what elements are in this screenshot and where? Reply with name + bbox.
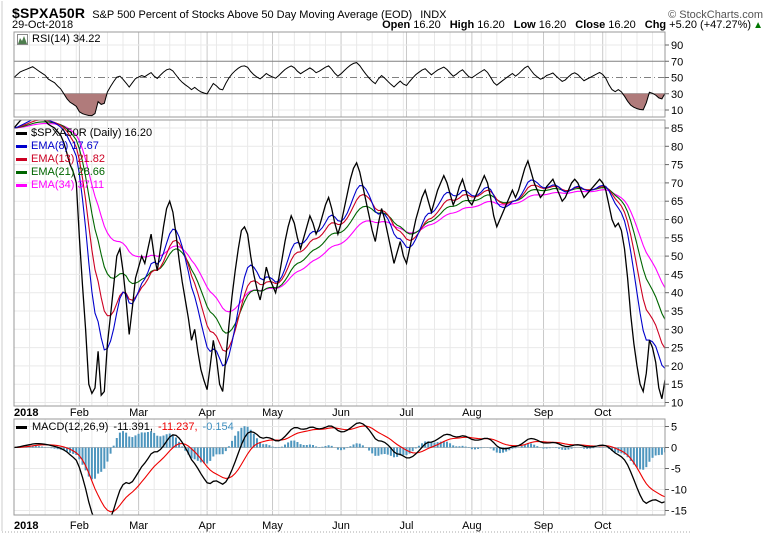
macd-hist-value: -0.154 (202, 421, 234, 433)
main-y-tick-label: 15 (671, 379, 683, 391)
rsi-y-tick-label: 10 (671, 105, 683, 117)
open-value: Open 16.20 (382, 19, 441, 31)
x-axis-month-label: Sep (534, 407, 554, 419)
main-y-tick-label: 75 (671, 160, 683, 172)
macd-y-tick-label: -10 (671, 485, 687, 497)
high-value: High 16.20 (449, 19, 505, 31)
x-axis-month-label: May (262, 407, 283, 419)
rsi-y-tick-label: 30 (671, 89, 683, 101)
chart-title: S&P 500 Percent of Stocks Above 50 Day M… (92, 9, 413, 21)
main-y-tick-label: 60 (671, 215, 683, 227)
rsi-line (14, 62, 665, 117)
legend-label: EMA(13) 21.82 (31, 153, 105, 165)
x-axis-month-label: Apr (199, 520, 216, 532)
main-y-tick-label: 20 (671, 361, 683, 373)
ema8-line-swatch (16, 145, 27, 148)
x-axis-month-label: Feb (70, 520, 89, 532)
x-axis-month-label: Jul (399, 520, 413, 532)
x-axis-month-label: Aug (462, 520, 482, 532)
close-value: Close 16.20 (575, 19, 636, 31)
x-axis-month-label: Jun (332, 520, 350, 532)
main-y-tick-label: 80 (671, 141, 683, 153)
macd-signal-value: -11.237, (157, 421, 198, 433)
area-chart-icon (17, 34, 28, 45)
main-y-tick-label: 10 (671, 398, 683, 410)
rsi-y-tick-label: 50 (671, 73, 683, 85)
ema21-line-swatch (16, 171, 27, 174)
main-y-tick-label: 40 (671, 288, 683, 300)
legend-label: $SPXA50R (Daily) 16.20 (31, 127, 153, 139)
rsi-y-tick-label: 70 (671, 56, 683, 68)
low-value: Low 16.20 (513, 19, 567, 31)
macd-y-tick-label: 5 (671, 422, 677, 434)
macd-panel-border (13, 418, 666, 516)
up-triangle-icon: ▲ (753, 20, 763, 31)
chart-header: $SPXA50R S&P 500 Percent of Stocks Above… (12, 5, 763, 21)
exchange-label: INDX (420, 9, 447, 21)
legend-row-ema13: EMA(13) 21.82 (16, 153, 152, 166)
main-y-tick-label: 85 (671, 123, 683, 135)
macd-line-swatch (16, 426, 27, 429)
legend-row-price: $SPXA50R (Daily) 16.20 (16, 127, 152, 140)
macd-histogram (16, 426, 665, 480)
price-legend: $SPXA50R (Daily) 16.20 EMA(8) 17.67 EMA(… (16, 127, 152, 192)
chart-canvas: 9070503010858075706560555045403530252015… (1, 1, 690, 533)
x-axis-month-label: Jun (332, 407, 350, 419)
macd-value: -11.391, (113, 421, 153, 433)
ohlc-readout: Open 16.20 High 16.20 Low 16.20 Close 16.20 … (382, 19, 763, 31)
main-y-tick-label: 50 (671, 251, 683, 263)
main-y-tick-label: 65 (671, 196, 683, 208)
macd-y-tick-label: -15 (671, 506, 687, 518)
rsi-panel-border (13, 31, 666, 118)
x-axis-month-label: Oct (594, 520, 611, 532)
main-y-tick-label: 35 (671, 306, 683, 318)
legend-row-ema8: EMA(8) 17.67 (16, 140, 152, 153)
main-y-tick-label: 25 (671, 343, 683, 355)
x-axis-month-label: Aug (462, 407, 482, 419)
macd-legend-text: MACD(12,26,9) (32, 421, 109, 433)
quote-row: 29-Oct-2018 Open 16.20 High 16.20 Low 16.20… (12, 19, 763, 31)
x-axis-year-label: 2018 (14, 407, 38, 419)
rsi-y-tick-label: 90 (671, 40, 683, 52)
ema34-line-swatch (16, 184, 27, 187)
main-y-tick-label: 55 (671, 233, 683, 245)
main-y-tick-label: 30 (671, 324, 683, 336)
x-axis-month-label: Jul (399, 407, 413, 419)
copyright-text: © StockCharts.com (668, 9, 763, 21)
price-line (14, 120, 665, 399)
rsi-oversold-fill (14, 93, 665, 116)
rsi-legend-text: RSI(14) 34.22 (32, 33, 101, 45)
ticker-symbol: $SPXA50R (12, 5, 86, 21)
x-axis-year-label: 2018 (14, 520, 38, 532)
macd-legend: MACD(12,26,9) -11.391, -11.237, -0.154 (16, 421, 234, 434)
legend-row-ema34: EMA(34) 37.11 (16, 179, 152, 192)
macd-y-tick-label: -5 (671, 464, 681, 476)
main-y-tick-label: 70 (671, 178, 683, 190)
x-axis-month-label: Feb (70, 407, 89, 419)
x-axis-month-label: Sep (534, 520, 554, 532)
ema34-line (14, 122, 665, 313)
main-panel-border (13, 119, 666, 407)
main-y-tick-label: 45 (671, 269, 683, 281)
x-axis-month-label: May (262, 520, 283, 532)
macd-y-tick-label: 0 (671, 443, 677, 455)
x-axis-month-label: Oct (594, 407, 611, 419)
legend-label: EMA(34) 37.11 (31, 179, 105, 191)
legend-label: EMA(21) 28.66 (31, 166, 105, 178)
quote-date: 29-Oct-2018 (12, 19, 74, 31)
x-axis-month-label: Mar (129, 407, 148, 419)
macd-line (14, 422, 665, 515)
price-line-swatch (16, 132, 27, 135)
ema8-line (14, 120, 665, 369)
change-value: Chg +5.20 (+47.27%) ▲ (644, 19, 763, 31)
x-axis-month-label: Mar (129, 520, 148, 532)
legend-row-ema21: EMA(21) 28.66 (16, 166, 152, 179)
ema13-line-swatch (16, 158, 27, 161)
legend-label: EMA(8) 17.67 (31, 140, 99, 152)
rsi-legend: RSI(14) 34.22 (17, 33, 100, 46)
x-axis-month-label: Apr (199, 407, 216, 419)
